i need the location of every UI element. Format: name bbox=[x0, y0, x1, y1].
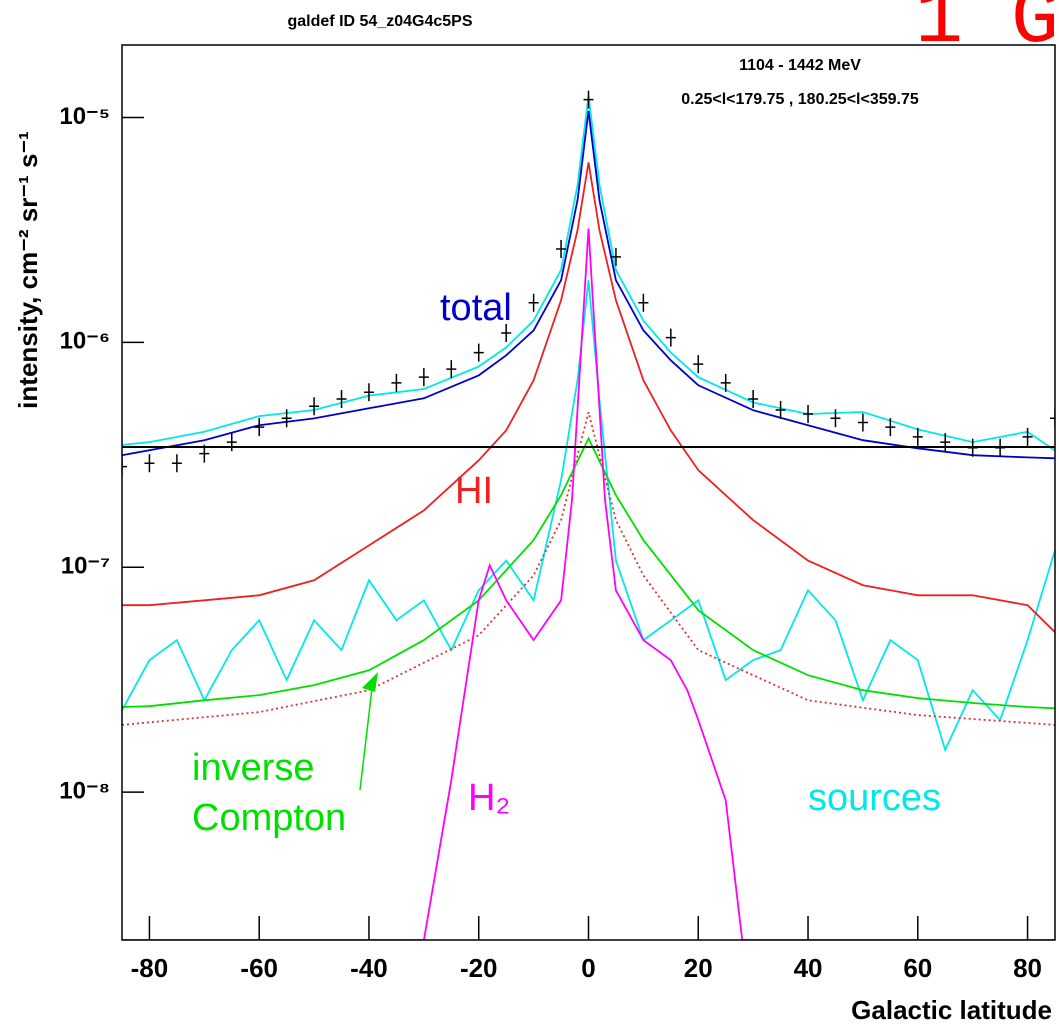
x-tick-label: 40 bbox=[794, 953, 823, 983]
data-point bbox=[309, 397, 320, 416]
data-point bbox=[363, 383, 374, 402]
label-arrow bbox=[359, 679, 374, 791]
data-point bbox=[1050, 409, 1055, 428]
data-point bbox=[830, 409, 841, 428]
data-point bbox=[693, 355, 704, 374]
label-line: inverse bbox=[192, 747, 325, 789]
x-tick-label: 20 bbox=[684, 953, 713, 983]
data-point bbox=[912, 427, 923, 446]
data-point bbox=[720, 373, 731, 392]
data-point bbox=[391, 373, 402, 392]
y-axis-label: intensity, cm⁻² sr⁻¹ s⁻¹ bbox=[13, 131, 43, 409]
data-point bbox=[1022, 427, 1033, 446]
data-point bbox=[665, 328, 676, 347]
data-point bbox=[281, 409, 292, 428]
series-label: H₂ bbox=[468, 777, 510, 819]
y-tick-label: 10⁻⁷ bbox=[61, 553, 110, 580]
x-tick-label: -80 bbox=[131, 953, 169, 983]
data-point bbox=[446, 360, 457, 379]
series-line bbox=[122, 280, 1055, 753]
data-point bbox=[583, 90, 594, 109]
series-line bbox=[122, 110, 1055, 460]
series-line bbox=[122, 436, 1055, 710]
series-label: total bbox=[440, 287, 512, 329]
x-tick-label: -20 bbox=[460, 953, 498, 983]
series-label: HI bbox=[455, 470, 493, 512]
series-label: sources bbox=[808, 777, 941, 819]
annotation: 1104 - 1442 MeV bbox=[739, 57, 861, 74]
data-point bbox=[122, 457, 127, 476]
data-point bbox=[473, 343, 484, 362]
series-line bbox=[122, 162, 1055, 633]
data-point bbox=[610, 247, 621, 266]
data-point bbox=[336, 389, 347, 408]
data-point bbox=[857, 413, 868, 432]
arrow-head bbox=[362, 672, 378, 692]
data-point bbox=[254, 418, 265, 437]
plot-area bbox=[122, 90, 1055, 940]
x-tick-label: -60 bbox=[240, 953, 278, 983]
series-label: inverse Compton bbox=[192, 747, 346, 839]
x-axis-label: Galactic latitude bbox=[851, 995, 1052, 1025]
data-point bbox=[226, 433, 237, 452]
x-tick-label: 0 bbox=[581, 953, 595, 983]
corner-text: 1 G bbox=[915, 0, 1059, 66]
data-point bbox=[501, 324, 512, 343]
data-point bbox=[171, 454, 182, 473]
chart-title: galdef ID 54_z04G4c5PS bbox=[288, 13, 473, 30]
series-line bbox=[122, 228, 1055, 940]
data-point bbox=[528, 293, 539, 312]
x-tick-label: 80 bbox=[1013, 953, 1042, 983]
annotation: 0.25<l<179.75 , 180.25<l<359.75 bbox=[681, 91, 919, 108]
data-point bbox=[803, 405, 814, 424]
x-tick-label: -40 bbox=[350, 953, 388, 983]
data-point bbox=[940, 433, 951, 452]
data-point bbox=[556, 240, 567, 259]
data-point bbox=[885, 418, 896, 437]
y-tick-label: 10⁻⁸ bbox=[59, 777, 110, 804]
y-tick-label: 10⁻⁵ bbox=[59, 103, 110, 130]
data-point bbox=[748, 389, 759, 408]
data-point bbox=[638, 293, 649, 312]
series-line bbox=[122, 411, 1055, 726]
label-line: Compton bbox=[192, 797, 346, 839]
data-point bbox=[144, 454, 155, 473]
data-point bbox=[775, 401, 786, 420]
x-tick-label: 60 bbox=[903, 953, 932, 983]
y-tick-label: 10⁻⁶ bbox=[60, 328, 110, 355]
data-point bbox=[418, 368, 429, 387]
